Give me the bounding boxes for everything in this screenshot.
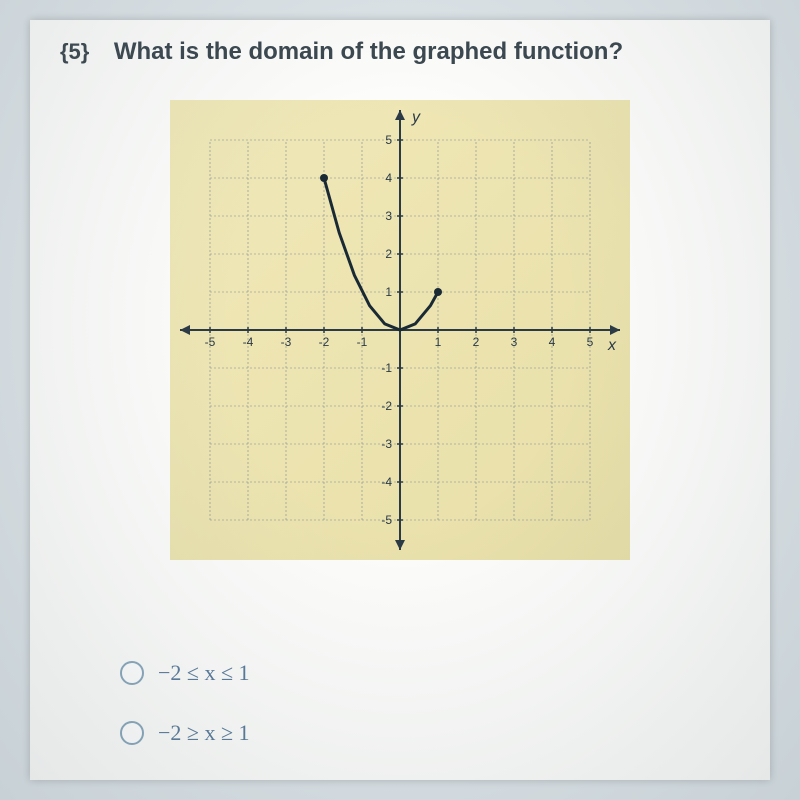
svg-text:2: 2 [385,247,392,261]
svg-text:2: 2 [473,335,480,349]
svg-text:-4: -4 [381,475,392,489]
page: {5} What is the domain of the graphed fu… [30,20,770,780]
svg-text:-2: -2 [319,335,330,349]
radio-icon[interactable] [120,721,144,745]
question-number: {5} [60,39,89,65]
svg-text:4: 4 [385,171,392,185]
radio-icon[interactable] [120,661,144,685]
svg-text:-3: -3 [381,437,392,451]
svg-text:-1: -1 [357,335,368,349]
x-axis-label: x [607,337,617,354]
svg-text:-2: -2 [381,399,392,413]
svg-text:-5: -5 [381,513,392,527]
svg-text:3: 3 [511,335,518,349]
svg-text:-3: -3 [281,335,292,349]
y-axis-label: y [411,109,421,126]
answer-option-1[interactable]: −2 ≥ x ≥ 1 [120,720,250,746]
svg-text:1: 1 [385,285,392,299]
answer-text-1: −2 ≥ x ≥ 1 [158,720,250,746]
answer-option-0[interactable]: −2 ≤ x ≤ 1 [120,660,250,686]
question-text: What is the domain of the graphed functi… [114,38,623,66]
answer-text-0: −2 ≤ x ≤ 1 [158,660,250,686]
graph-container: -5 -5 -4 -4 -3 -3 -2 -2 -1 -1 1 1 2 2 3 3 4 4 5 5 y x [170,100,630,560]
svg-text:5: 5 [385,133,392,147]
graph-svg: -5 -5 -4 -4 -3 -3 -2 -2 -1 -1 1 1 2 2 3 3 4 4 5 5 y x [170,100,630,560]
svg-text:-4: -4 [243,335,254,349]
question-row: {5} What is the domain of the graphed fu… [60,38,740,66]
svg-text:1: 1 [435,335,442,349]
function-curve [320,174,442,330]
svg-text:4: 4 [549,335,556,349]
svg-text:3: 3 [385,209,392,223]
svg-text:-5: -5 [205,335,216,349]
svg-text:-1: -1 [381,361,392,375]
answer-list: −2 ≤ x ≤ 1 −2 ≥ x ≥ 1 [120,660,250,780]
svg-text:5: 5 [587,335,594,349]
